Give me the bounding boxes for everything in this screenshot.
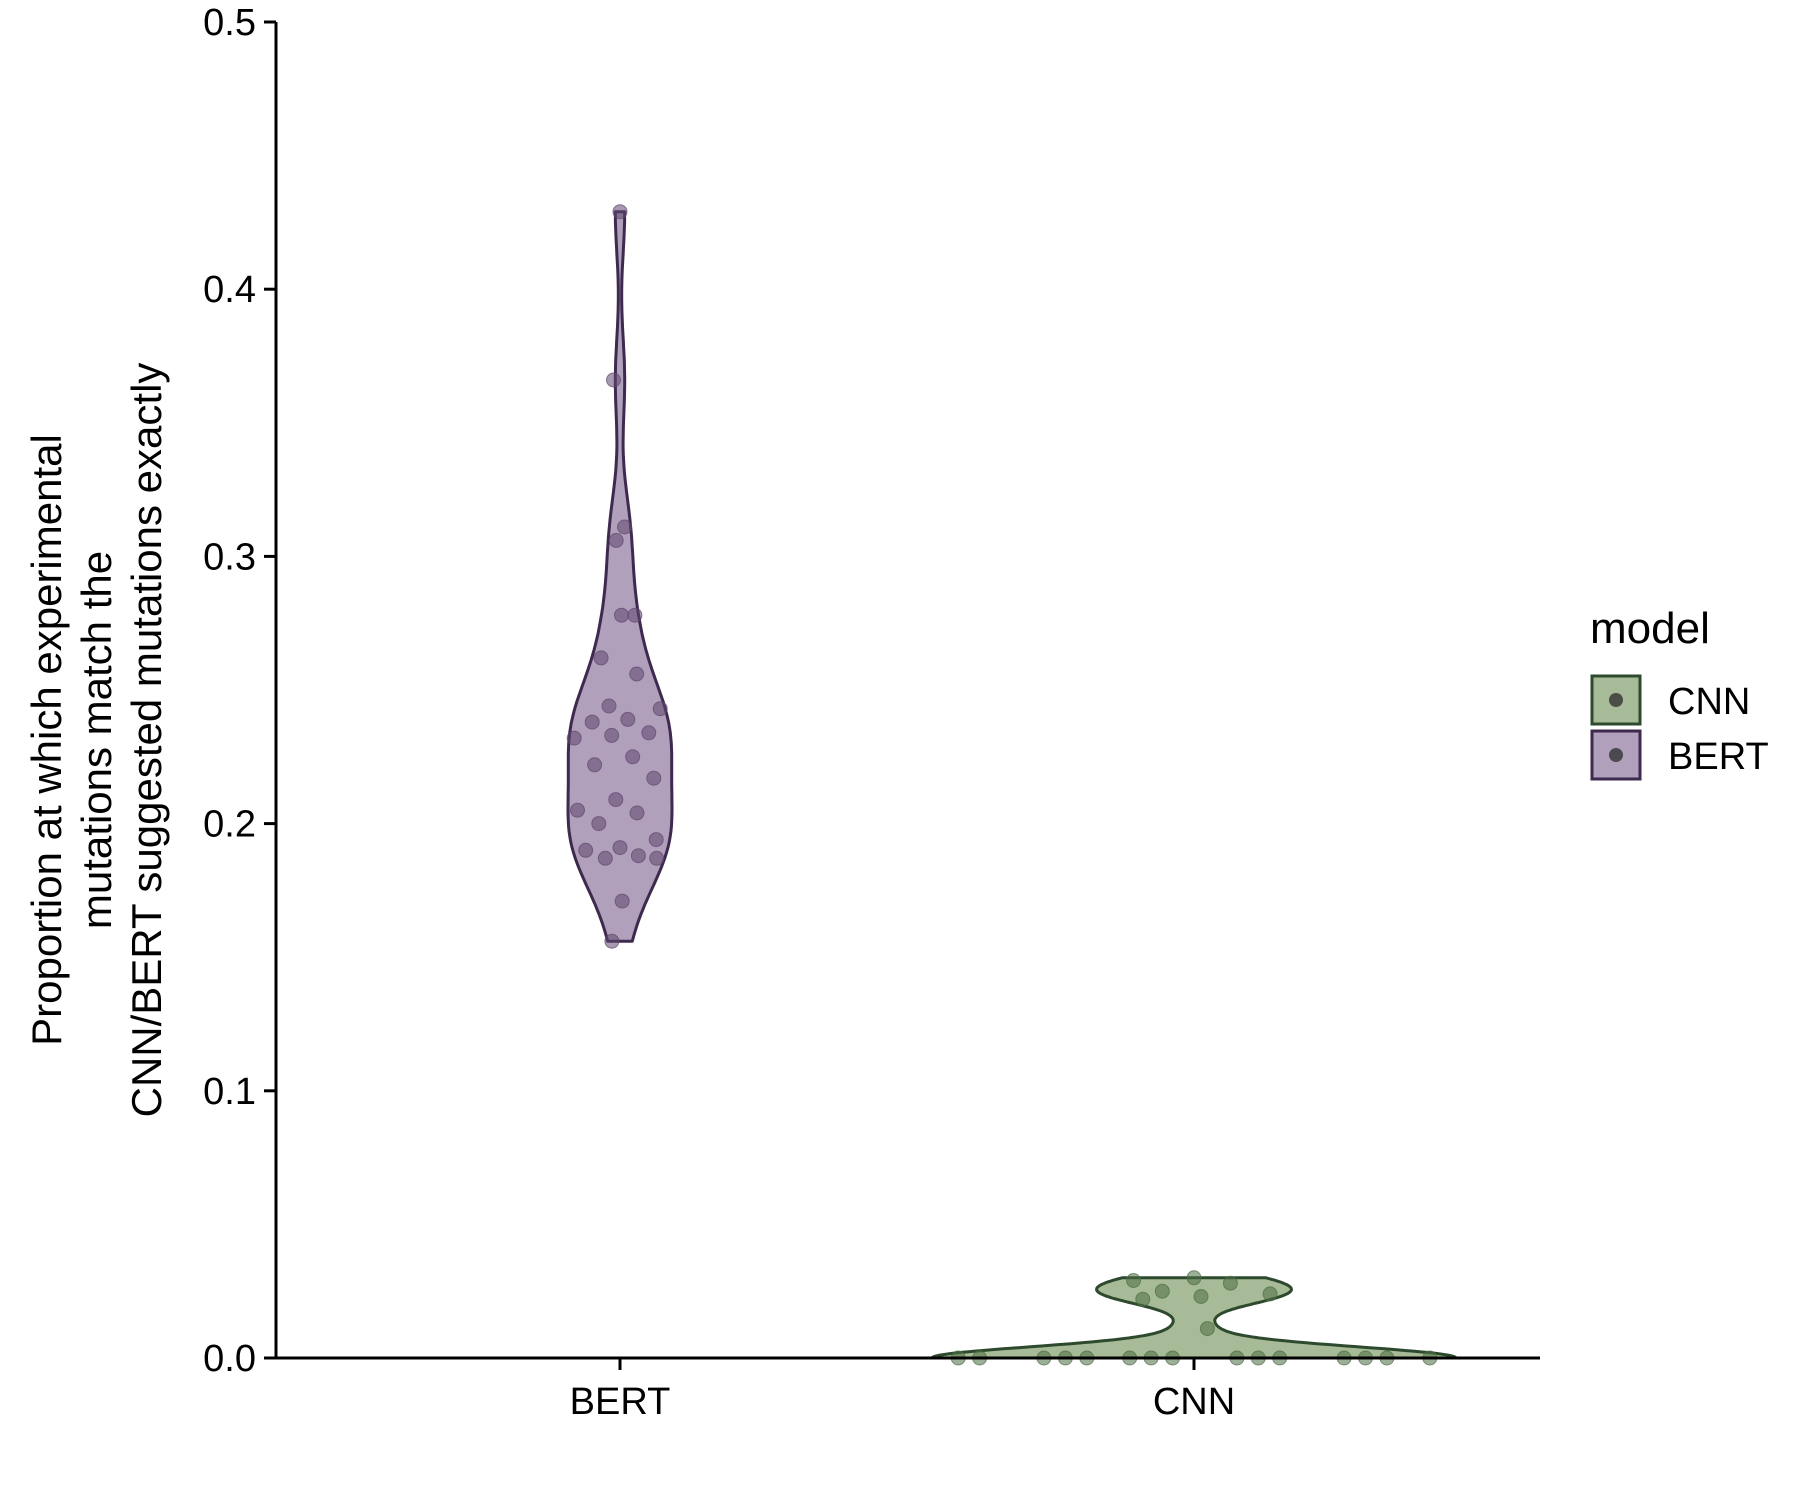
- data-point-bert: [629, 666, 645, 682]
- y-axis-title: Proportion at which experimentalmutation…: [23, 363, 170, 1118]
- data-point-cnn: [1193, 1289, 1209, 1304]
- x-tick-label: CNN: [1153, 1381, 1235, 1423]
- data-point-bert: [587, 757, 603, 773]
- data-point-bert: [614, 893, 630, 909]
- data-point-bert: [648, 832, 664, 848]
- data-point-bert: [649, 850, 665, 866]
- legend-key-point: [1609, 748, 1623, 762]
- y-axis-title-line: mutations match the: [73, 551, 120, 929]
- data-point-bert: [646, 770, 662, 786]
- data-point-bert: [614, 607, 629, 623]
- data-point-bert: [627, 607, 643, 623]
- y-tick-label: 0.4: [203, 269, 256, 311]
- data-point-bert: [629, 805, 645, 821]
- data-point-bert: [570, 802, 585, 818]
- data-point-bert: [652, 701, 668, 717]
- data-point-bert: [593, 650, 609, 666]
- data-point-bert: [601, 698, 617, 714]
- y-tick-label: 0.2: [203, 804, 256, 846]
- data-point-bert: [604, 933, 620, 949]
- violins: [566, 210, 1458, 1360]
- data-point-cnn: [1135, 1291, 1151, 1307]
- legend-label-bert: BERT: [1668, 736, 1769, 778]
- data-point-bert: [620, 711, 636, 727]
- legend-label-cnn: CNN: [1668, 681, 1750, 723]
- x-tick-label: BERT: [570, 1381, 671, 1423]
- data-point-bert: [630, 848, 646, 864]
- data-point-bert: [566, 730, 582, 746]
- data-point-bert: [617, 519, 632, 535]
- data-point-bert: [584, 714, 600, 730]
- data-point-bert: [604, 727, 620, 743]
- legend-key-point: [1609, 693, 1623, 707]
- data-point-bert: [578, 842, 594, 858]
- legend-title: model: [1590, 604, 1710, 653]
- y-axis-title-line: Proportion at which experimental: [23, 434, 70, 1046]
- data-point-bert: [608, 792, 624, 808]
- data-point-cnn: [1199, 1321, 1215, 1337]
- data-point-bert: [608, 532, 624, 548]
- data-point-bert: [612, 840, 628, 856]
- violin-cnn: [930, 1276, 1458, 1360]
- data-point-cnn: [1186, 1270, 1202, 1286]
- y-tick-label: 0.5: [203, 2, 256, 44]
- data-point-bert: [641, 725, 657, 741]
- y-axis-title-line: CNN/BERT suggested mutations exactly: [123, 363, 170, 1118]
- y-tick-label: 0.0: [203, 1338, 256, 1380]
- data-point-bert: [591, 816, 607, 832]
- legend: model CNN BERT: [1590, 604, 1769, 781]
- data-point-bert: [612, 204, 628, 220]
- data-point-cnn: [1154, 1283, 1170, 1299]
- data-point-cnn: [1222, 1275, 1238, 1291]
- data-point-bert: [625, 749, 641, 765]
- y-tick-label: 0.1: [203, 1071, 256, 1113]
- violin-bert: [566, 210, 674, 943]
- data-point-bert: [606, 372, 621, 388]
- y-tick-label: 0.3: [203, 536, 256, 578]
- data-point-cnn: [1262, 1286, 1278, 1302]
- axes: 0.0 0.1 0.2 0.3 0.4 0.5 BERT CNN Proportion at w…: [23, 2, 1540, 1423]
- data-point-cnn: [1126, 1273, 1141, 1288]
- data-point-bert: [597, 850, 613, 866]
- data-points: [566, 204, 1438, 1366]
